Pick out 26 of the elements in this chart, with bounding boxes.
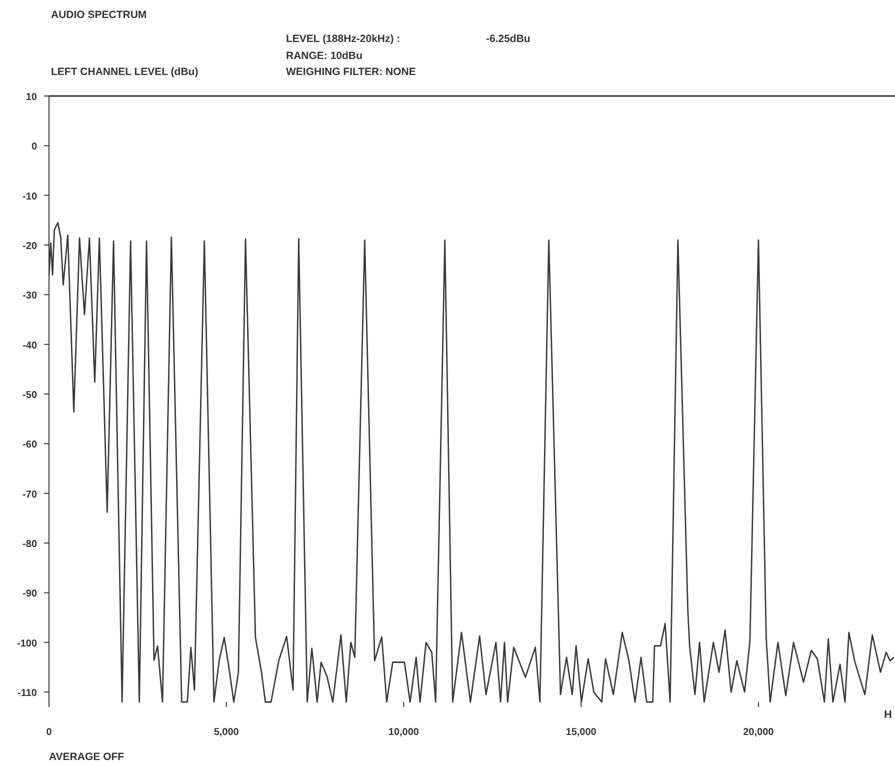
y-tick-label: 0 xyxy=(31,142,38,153)
y-tick-label: -10 xyxy=(22,191,38,202)
text: RANGE: 10dBu xyxy=(286,50,362,62)
x-tick-label: 5,000 xyxy=(214,727,240,738)
text: AVERAGE OFF xyxy=(49,751,125,763)
y-tick-label: -50 xyxy=(22,390,38,402)
chart-title: AUDIO SPECTRUM xyxy=(51,9,147,21)
y-tick-label: -30 xyxy=(22,290,38,302)
y-tick-label: -90 xyxy=(22,588,38,600)
y-tick-label: -80 xyxy=(22,539,38,550)
x-tick-label: 0 xyxy=(46,727,52,738)
x-tick-label: 15,000 xyxy=(566,727,597,738)
y-tick-label: -20 xyxy=(22,241,38,252)
x-tick-label: 10,000 xyxy=(388,727,420,738)
y-tick-label: -110 xyxy=(18,688,38,700)
y-axis-title: LEFT CHANNEL LEVEL (dBu) xyxy=(51,66,198,78)
y-tick-label: -70 xyxy=(22,489,38,500)
y-tick-label: -40 xyxy=(22,340,38,352)
x-axis-title: H xyxy=(884,709,892,721)
y-tick-label: -60 xyxy=(22,440,38,451)
x-tick-label: 20,000 xyxy=(743,727,774,738)
y-tick-label: -100 xyxy=(16,638,38,650)
y-tick-label: 10 xyxy=(26,92,38,103)
text: -6.25dBu xyxy=(486,33,530,45)
text: WEIGHING FILTER: NONE xyxy=(286,66,416,78)
text: LEVEL (188Hz-20kHz) : xyxy=(286,33,400,45)
